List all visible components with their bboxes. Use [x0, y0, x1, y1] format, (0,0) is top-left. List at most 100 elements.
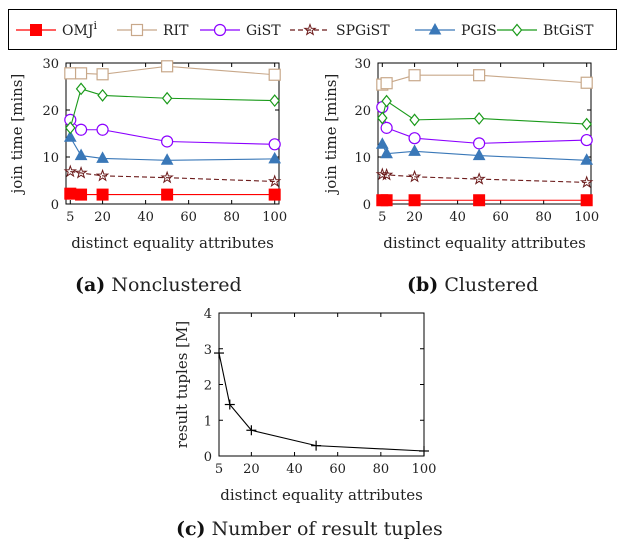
- series-gist: [376, 101, 593, 150]
- data-point: [161, 188, 174, 201]
- caption-a: (a) Nonclustered: [75, 274, 242, 296]
- x-tick-label: 40: [286, 462, 303, 477]
- x-tick-label: 60: [180, 210, 197, 225]
- data-point: [64, 187, 77, 200]
- x-tick-label: 80: [535, 210, 552, 225]
- data-point: [268, 138, 281, 151]
- caption-a-text: Nonclustered: [111, 274, 242, 296]
- data-point: [63, 130, 77, 142]
- y-axis-label: result tuples [M]: [173, 321, 191, 449]
- y-tick-label: 0: [204, 450, 212, 465]
- caption-a-letter: (a): [75, 274, 106, 296]
- x-tick-label: 5: [378, 210, 386, 225]
- data-point: [63, 164, 77, 178]
- data-point: [214, 348, 224, 359]
- data-point: [375, 137, 389, 149]
- data-point: [473, 69, 486, 82]
- data-point: [160, 170, 174, 184]
- legend-item-gist: GiST: [200, 23, 281, 39]
- y-tick-label: 10: [42, 151, 59, 166]
- data-point: [269, 94, 280, 108]
- legend-marker: [511, 23, 523, 37]
- data-point: [380, 77, 393, 90]
- x-tick-label: 100: [262, 210, 287, 225]
- plot-frame: [218, 312, 425, 457]
- data-point: [419, 445, 429, 456]
- data-point: [74, 123, 88, 136]
- series-rit: [64, 60, 281, 81]
- y-axis-label: join time [mins]: [322, 74, 340, 196]
- series-btgist: [377, 94, 592, 131]
- data-point: [75, 82, 87, 96]
- data-point: [472, 148, 486, 161]
- data-point: [268, 188, 281, 201]
- x-tick-label: 80: [373, 462, 390, 477]
- data-point: [379, 167, 394, 181]
- x-tick-label: 20: [406, 210, 423, 225]
- data-point: [95, 168, 110, 182]
- plot-frame: [377, 62, 592, 205]
- data-point: [375, 167, 389, 181]
- x-tick-label: 20: [94, 210, 111, 225]
- data-point: [311, 440, 322, 451]
- x-axis-label: distinct equality attributes: [71, 234, 274, 252]
- x-axis-label: distinct equality attributes: [220, 486, 423, 504]
- y-axis-label: join time [mins]: [8, 74, 26, 196]
- series-omj: [64, 187, 281, 201]
- y-tick-label: 0: [363, 198, 371, 213]
- y-tick-label: 0: [51, 198, 59, 213]
- data-point: [580, 76, 593, 89]
- y-tick-label: 3: [204, 343, 212, 358]
- legend-marker: [30, 24, 42, 36]
- chart-a-nonclustered: 5 20 40 60 80 100 0 10 20 30 distinct equality att…: [8, 57, 287, 252]
- data-point: [74, 148, 88, 161]
- data-point: [580, 194, 593, 207]
- y-tick-label: 10: [354, 151, 371, 166]
- data-point: [268, 68, 281, 81]
- caption-b-text: Clustered: [444, 274, 539, 296]
- legend-label: GiST: [246, 23, 281, 39]
- data-point: [246, 425, 257, 436]
- data-point: [268, 151, 282, 164]
- legend-label: SPGiST: [336, 23, 390, 39]
- data-point: [473, 194, 486, 207]
- chart-c-result-tuples: 5 20 40 60 80 100 0 1 2 3 4 distinct equality attri…: [173, 307, 436, 504]
- data-point: [473, 137, 486, 150]
- data-point: [161, 91, 173, 105]
- caption-b-letter: (b): [407, 274, 439, 296]
- legend-label: PGIS: [461, 23, 497, 39]
- data-point: [380, 194, 393, 207]
- x-tick-label: 60: [492, 210, 509, 225]
- chart-b-clustered: 5 20 40 60 80 100 0 10 20 30 distinct equality att…: [322, 57, 599, 252]
- y-tick-label: 20: [42, 104, 59, 119]
- series-btgist: [65, 82, 280, 135]
- legend-item-pgis: PGIS: [415, 22, 497, 39]
- data-point: [74, 165, 88, 179]
- series-gist: [64, 113, 281, 151]
- x-tick-label: 20: [243, 462, 260, 477]
- series-line: [382, 173, 587, 183]
- data-point: [408, 69, 421, 82]
- legend-label: BtGiST: [543, 23, 594, 39]
- series-line: [70, 171, 275, 182]
- data-point: [161, 60, 174, 73]
- caption-b: (b) Clustered: [407, 274, 538, 296]
- caption-c-letter: (c): [176, 518, 206, 540]
- x-axis-label: distinct equality attributes: [383, 234, 586, 252]
- data-point: [380, 121, 393, 134]
- data-point: [75, 188, 88, 201]
- legend-item-omj: OMJi: [16, 19, 97, 39]
- legend-item-btgist: BtGiST: [497, 23, 594, 39]
- series-pgis: [63, 130, 282, 165]
- series-rit: [376, 69, 593, 91]
- series-spgist: [63, 164, 282, 188]
- x-tick-label: 100: [574, 210, 599, 225]
- y-tick-label: 1: [204, 414, 212, 429]
- legend-marker: [428, 22, 442, 35]
- data-point: [580, 153, 594, 165]
- legend: OMJi RIT GiST SPGiST PGIS BtGiST: [8, 9, 617, 50]
- data-point: [473, 112, 485, 125]
- x-tick-label: 40: [137, 210, 154, 225]
- y-tick-label: 2: [204, 379, 212, 394]
- data-point: [64, 67, 77, 80]
